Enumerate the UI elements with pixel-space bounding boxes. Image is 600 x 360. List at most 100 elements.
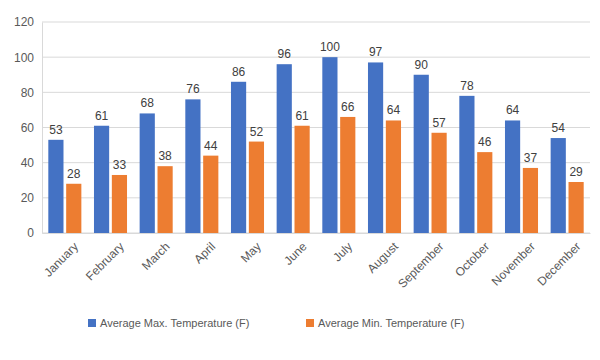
- data-label: 66: [341, 100, 355, 114]
- x-tick: December: [535, 233, 584, 289]
- bar: [48, 140, 63, 233]
- x-axis-line: [43, 233, 591, 234]
- legend-swatch: [306, 319, 314, 327]
- legend: Average Max. Temperature (F) Average Min.…: [88, 317, 464, 329]
- bars: [48, 57, 583, 233]
- y-axis-line: [42, 23, 43, 234]
- y-tick-label: 80: [21, 86, 35, 100]
- legend-label: Average Min. Temperature (F): [318, 317, 464, 329]
- x-tick-label: November: [489, 239, 538, 288]
- y-tick-label: 20: [21, 191, 35, 205]
- bar: [295, 126, 310, 233]
- legend-swatch: [88, 319, 96, 327]
- y-tick: 100: [14, 51, 42, 65]
- data-label: 76: [186, 82, 200, 96]
- x-tick-label: August: [365, 239, 402, 276]
- data-label: 61: [95, 109, 109, 123]
- data-label: 86: [232, 65, 246, 79]
- bar-series: [66, 117, 584, 233]
- bar: [414, 75, 429, 233]
- bar: [432, 133, 447, 233]
- data-label: 64: [506, 103, 520, 117]
- bar: [112, 175, 127, 233]
- y-tick: 60: [21, 121, 42, 135]
- bar: [477, 152, 492, 233]
- y-tick-label: 120: [14, 15, 34, 29]
- data-label: 68: [141, 96, 155, 110]
- bar: [94, 126, 109, 233]
- data-label: 28: [67, 167, 81, 181]
- bar: [523, 168, 538, 233]
- bar: [185, 99, 200, 233]
- bar: [66, 184, 81, 233]
- bar: [203, 156, 218, 233]
- bar: [231, 82, 246, 233]
- x-tick: August: [365, 233, 402, 276]
- data-label: 46: [478, 135, 492, 149]
- data-label: 96: [278, 47, 292, 61]
- bar: [368, 62, 383, 233]
- chart-container: 0 20 40 60 80 100 120 JanuaryFebruary March April…: [0, 0, 600, 360]
- bar: [459, 96, 474, 233]
- data-label: 52: [250, 125, 264, 139]
- data-label: 90: [415, 58, 429, 72]
- chart-svg: 0 20 40 60 80 100 120 JanuaryFebruary March April…: [0, 0, 600, 360]
- x-tick-label: February: [83, 239, 127, 283]
- x-tick: March: [139, 233, 172, 273]
- data-label: 33: [113, 158, 127, 172]
- bar: [505, 120, 520, 233]
- data-label: 100: [320, 40, 340, 54]
- data-label: 97: [369, 45, 383, 59]
- data-label: 64: [387, 103, 401, 117]
- data-label: 61: [295, 109, 309, 123]
- data-label: 37: [524, 151, 538, 165]
- y-tick-label: 60: [21, 121, 35, 135]
- data-label: 29: [569, 165, 583, 179]
- legend-item: Average Max. Temperature (F): [88, 317, 249, 329]
- x-tick-label: October: [452, 239, 492, 279]
- x-tick-label: July: [330, 239, 355, 264]
- x-tick: May: [238, 233, 264, 265]
- x-tick: February: [83, 233, 127, 283]
- x-axis: JanuaryFebruary March April May June July Augu…: [41, 233, 590, 291]
- bar: [322, 57, 337, 233]
- bar: [249, 142, 264, 233]
- bar: [340, 117, 355, 233]
- y-axis: 0 20 40 60 80 100 120: [14, 15, 43, 240]
- x-tick-label: April: [191, 239, 218, 266]
- x-tick-label: March: [139, 239, 172, 272]
- x-tick-label: June: [281, 239, 310, 268]
- grid-line: [42, 57, 590, 58]
- y-tick: 40: [21, 156, 42, 170]
- data-label: 38: [158, 149, 172, 163]
- x-tick: October: [452, 233, 492, 280]
- y-tick: 0: [27, 226, 42, 240]
- x-tick-label: December: [535, 239, 584, 288]
- y-tick: 80: [21, 86, 42, 100]
- y-tick-label: 40: [21, 156, 35, 170]
- bar: [569, 182, 584, 233]
- x-tick: April: [191, 233, 218, 266]
- x-tick: June: [281, 233, 310, 268]
- x-tick-label: September: [395, 239, 446, 290]
- y-tick-label: 0: [27, 226, 34, 240]
- x-tick-label: January: [41, 239, 81, 279]
- y-tick: 20: [21, 191, 42, 205]
- x-tick: September: [395, 233, 446, 291]
- x-tick: July: [330, 233, 355, 264]
- grid-line: [42, 92, 590, 93]
- bar: [140, 113, 155, 233]
- bar: [386, 120, 401, 233]
- legend-label: Average Max. Temperature (F): [100, 317, 249, 329]
- bar: [158, 166, 173, 233]
- data-label: 54: [552, 121, 566, 135]
- x-tick-label: May: [238, 239, 264, 265]
- bar: [277, 64, 292, 233]
- data-label: 44: [204, 139, 218, 153]
- data-labels: 5361687686961009790786454283338445261666…: [49, 40, 583, 181]
- bar: [551, 138, 566, 233]
- grid-line: [42, 22, 590, 23]
- x-tick: November: [489, 233, 538, 289]
- legend-item: Average Min. Temperature (F): [306, 317, 464, 329]
- data-label: 57: [432, 116, 446, 130]
